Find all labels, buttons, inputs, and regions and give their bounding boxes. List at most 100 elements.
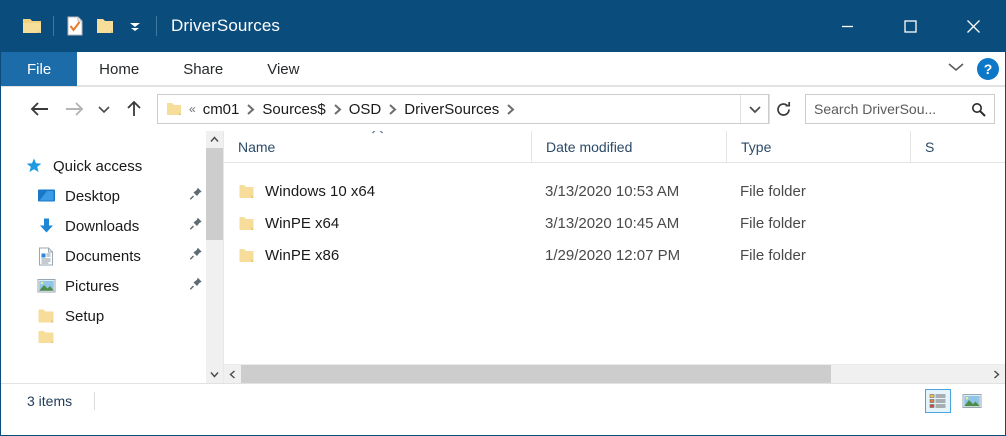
status-bar: 3 items bbox=[1, 383, 1005, 417]
folder-icon bbox=[35, 331, 57, 343]
sidebar-scrollbar[interactable] bbox=[206, 131, 223, 383]
scroll-track[interactable] bbox=[206, 240, 223, 366]
address-dropdown-icon[interactable] bbox=[740, 95, 768, 123]
download-icon bbox=[35, 216, 57, 236]
sidebar-label-documents: Documents bbox=[65, 247, 141, 265]
chevron-down-icon[interactable] bbox=[120, 11, 150, 41]
address-overflow[interactable]: « bbox=[189, 102, 196, 116]
scroll-left-icon[interactable] bbox=[224, 365, 241, 384]
maximize-button[interactable] bbox=[879, 0, 942, 52]
quick-access-toolbar bbox=[1, 11, 163, 41]
large-icons-view-button[interactable] bbox=[959, 389, 985, 413]
file-name: Windows 10 x64 bbox=[265, 182, 376, 200]
breadcrumb-osd[interactable]: OSD bbox=[348, 100, 382, 118]
column-header-size[interactable]: S bbox=[910, 130, 1005, 163]
address-input[interactable]: « cm01 Sources$ OSD DriverSources bbox=[157, 94, 769, 124]
sidebar-label-desktop: Desktop bbox=[65, 187, 121, 205]
sidebar-label-setup: Setup bbox=[65, 307, 105, 325]
sidebar-label-downloads: Downloads bbox=[65, 217, 140, 235]
star-icon bbox=[23, 156, 45, 176]
collapse-ribbon-icon[interactable] bbox=[947, 60, 965, 78]
breadcrumb-cm01[interactable]: cm01 bbox=[202, 100, 240, 118]
scroll-right-icon[interactable] bbox=[988, 365, 1005, 384]
table-row[interactable]: WinPE x86 1/29/2020 12:07 PM File folder bbox=[224, 239, 1005, 271]
pane-divider[interactable] bbox=[223, 131, 224, 383]
breadcrumb-sources[interactable]: Sources$ bbox=[262, 100, 326, 118]
cell-type: File folder bbox=[740, 246, 806, 264]
file-list-hscrollbar[interactable] bbox=[224, 364, 1005, 384]
sidebar-item-setup[interactable]: Setup bbox=[1, 301, 223, 331]
sidebar-item-partial[interactable] bbox=[1, 331, 223, 343]
cell-date-modified: 3/13/2020 10:45 AM bbox=[545, 214, 680, 232]
pin-icon[interactable] bbox=[189, 247, 203, 266]
tab-share[interactable]: Share bbox=[183, 60, 224, 78]
title-bar: DriverSources bbox=[1, 0, 1005, 52]
column-label-name: Name bbox=[238, 138, 276, 155]
column-header-date-modified[interactable]: Date modified bbox=[531, 130, 726, 163]
pin-icon[interactable] bbox=[189, 277, 203, 296]
cell-date-modified: 3/13/2020 10:53 AM bbox=[545, 182, 680, 200]
sidebar-item-quick-access[interactable]: Quick access bbox=[1, 151, 223, 181]
search-placeholder: Search DriverSou... bbox=[814, 101, 937, 117]
search-icon[interactable] bbox=[971, 102, 986, 117]
breadcrumb-separator-3[interactable] bbox=[385, 103, 400, 115]
new-folder-icon[interactable] bbox=[90, 11, 120, 41]
cell-date-modified: 1/29/2020 12:07 PM bbox=[545, 246, 681, 264]
sidebar-label-pictures: Pictures bbox=[65, 277, 120, 295]
folder-icon bbox=[238, 216, 255, 231]
refresh-button[interactable] bbox=[769, 94, 797, 124]
hscroll-track[interactable] bbox=[241, 364, 988, 384]
explorer-body: Quick access Desktop bbox=[1, 130, 1005, 384]
recent-locations-icon[interactable] bbox=[91, 93, 117, 125]
column-header-type[interactable]: Type bbox=[726, 130, 910, 163]
scroll-down-icon[interactable] bbox=[206, 366, 223, 383]
column-label-date-modified: Date modified bbox=[546, 138, 633, 155]
up-button[interactable] bbox=[117, 93, 151, 125]
sidebar-item-downloads[interactable]: Downloads bbox=[1, 211, 223, 241]
address-folder-icon bbox=[166, 102, 182, 116]
back-button[interactable] bbox=[23, 93, 57, 125]
forward-button[interactable] bbox=[57, 93, 91, 125]
sidebar-item-desktop[interactable]: Desktop bbox=[1, 181, 223, 211]
folder-icon bbox=[35, 306, 57, 326]
column-header-name[interactable]: Name bbox=[224, 130, 531, 163]
cell-type: File folder bbox=[740, 182, 806, 200]
table-row[interactable]: WinPE x64 3/13/2020 10:45 AM File folder bbox=[224, 207, 1005, 239]
view-buttons bbox=[925, 388, 985, 413]
sidebar-item-documents[interactable]: Documents bbox=[1, 241, 223, 271]
sort-ascending-icon bbox=[371, 130, 384, 137]
ribbon-right-controls: ? bbox=[947, 52, 999, 86]
hscroll-thumb[interactable] bbox=[241, 364, 831, 384]
tab-file[interactable]: File bbox=[1, 52, 78, 86]
help-icon[interactable]: ? bbox=[977, 58, 999, 80]
properties-icon[interactable] bbox=[60, 11, 90, 41]
toolbar-divider-2 bbox=[156, 16, 157, 36]
address-right-controls bbox=[740, 95, 768, 123]
pin-icon[interactable] bbox=[189, 187, 203, 206]
ribbon-tabs: File Home Share View ? bbox=[1, 52, 1005, 86]
file-list-pane: Name Date modified Type S bbox=[224, 130, 1005, 384]
scroll-thumb[interactable] bbox=[206, 148, 223, 240]
close-button[interactable] bbox=[942, 0, 1005, 52]
picture-icon bbox=[35, 276, 57, 296]
folder-icon[interactable] bbox=[17, 11, 47, 41]
column-headers: Name Date modified Type S bbox=[224, 130, 1005, 163]
search-input[interactable]: Search DriverSou... bbox=[805, 94, 995, 124]
breadcrumb-separator-2[interactable] bbox=[330, 103, 345, 115]
breadcrumb-driversources[interactable]: DriverSources bbox=[404, 100, 500, 118]
cell-name: WinPE x86 bbox=[224, 247, 531, 264]
sidebar-label-quick-access: Quick access bbox=[53, 157, 143, 175]
breadcrumb-separator-4[interactable] bbox=[503, 103, 518, 115]
breadcrumb-separator-1[interactable] bbox=[243, 103, 258, 115]
tab-home[interactable]: Home bbox=[99, 60, 140, 78]
table-row[interactable]: Windows 10 x64 3/13/2020 10:53 AM File f… bbox=[224, 175, 1005, 207]
cell-name: Windows 10 x64 bbox=[224, 183, 531, 200]
details-view-button[interactable] bbox=[925, 388, 951, 413]
tab-view[interactable]: View bbox=[267, 60, 300, 78]
pin-icon[interactable] bbox=[189, 217, 203, 236]
sidebar-item-pictures[interactable]: Pictures bbox=[1, 271, 223, 301]
folder-icon bbox=[238, 184, 255, 199]
minimize-button[interactable] bbox=[816, 0, 879, 52]
scroll-up-icon[interactable] bbox=[206, 131, 223, 148]
